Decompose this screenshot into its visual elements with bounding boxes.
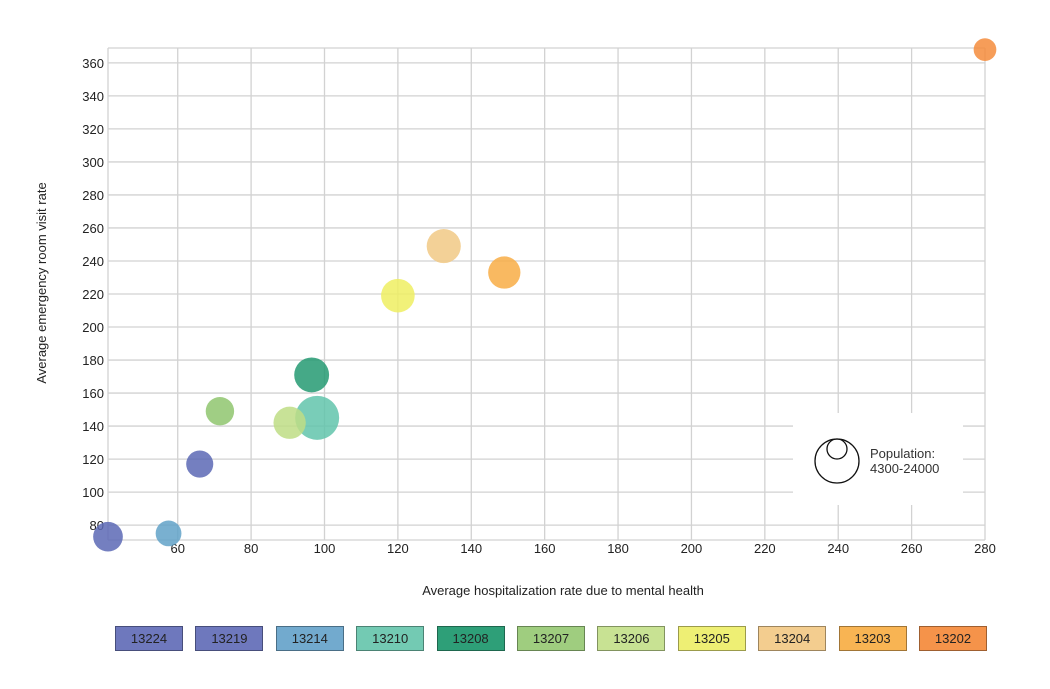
x-tick-label: 100: [314, 541, 336, 556]
bubble-13207: [205, 397, 235, 426]
y-tick-label: 320: [82, 122, 104, 137]
x-tick-label: 160: [534, 541, 556, 556]
bubble-chart: 80 100 120 140 160 180 200 220 240 260 280 300 320 34…: [34, 38, 997, 598]
y-tick-label: 160: [82, 386, 104, 401]
data-points: [93, 38, 997, 552]
grid-lines: [107, 47, 986, 541]
x-tick-label: 120: [387, 541, 409, 556]
bubble-13219: [186, 450, 214, 478]
legend-item-13210: 13210: [356, 626, 425, 651]
size-legend-title: Population:: [870, 446, 935, 461]
x-tick-label: 240: [827, 541, 849, 556]
y-tick-label: 100: [82, 485, 104, 500]
y-tick-label: 340: [82, 89, 104, 104]
bubble-13204: [426, 229, 461, 264]
legend-item-13219: 13219: [195, 626, 264, 651]
y-tick-label: 180: [82, 353, 104, 368]
y-tick-label: 280: [82, 188, 104, 203]
legend-item-13203: 13203: [838, 626, 907, 651]
size-legend: Population: 4300-24000: [793, 413, 963, 505]
legend-item-13208: 13208: [436, 626, 505, 651]
y-tick-label: 240: [82, 254, 104, 269]
y-tick-label: 140: [82, 419, 104, 434]
y-tick-label: 220: [82, 287, 104, 302]
size-legend-range: 4300-24000: [870, 461, 939, 476]
x-tick-label: 140: [460, 541, 482, 556]
legend-item-13207: 13207: [517, 626, 585, 651]
x-tick-label: 260: [901, 541, 923, 556]
bubble-13214: [155, 520, 182, 547]
x-axis-label: Average hospitalization rate due to ment…: [422, 583, 704, 598]
y-axis-ticks: 8010012014016018020022024026028030032034…: [82, 56, 104, 533]
zip-legend: 13224 13219 13214 13210 13208 13207 13206 13205…: [115, 626, 990, 653]
bubble-13224: [93, 521, 123, 552]
bubble-13202: [973, 38, 997, 61]
x-tick-label: 80: [244, 541, 258, 556]
bubble-13206: [273, 406, 306, 439]
y-tick-label: 300: [82, 155, 104, 170]
x-tick-label: 180: [607, 541, 629, 556]
x-tick-label: 200: [681, 541, 703, 556]
y-tick-label: 360: [82, 56, 104, 71]
legend-item-13202: 13202: [919, 626, 987, 651]
legend-item-13204: 13204: [758, 626, 827, 651]
bubble-13210: [295, 395, 340, 440]
legend-item-13224: 13224: [115, 626, 183, 651]
x-axis-ticks: 60 80 100 120 140 160 180 200 220 240 260 280: [170, 541, 995, 556]
bubble-13205: [381, 278, 415, 313]
legend-item-13214: 13214: [275, 626, 344, 651]
x-tick-label: 220: [754, 541, 776, 556]
y-axis-label: Average emergency room visit rate: [34, 182, 49, 383]
y-tick-label: 260: [82, 221, 104, 236]
bubble-13208: [294, 357, 330, 393]
y-tick-label: 200: [82, 320, 104, 335]
y-tick-label: 120: [82, 452, 104, 467]
size-legend-small-circle: [826, 438, 848, 460]
x-tick-label: 280: [974, 541, 996, 556]
legend-item-13205: 13205: [677, 626, 746, 651]
legend-item-13206: 13206: [597, 626, 666, 651]
size-legend-box: [793, 413, 963, 505]
bubble-13203: [488, 256, 521, 289]
